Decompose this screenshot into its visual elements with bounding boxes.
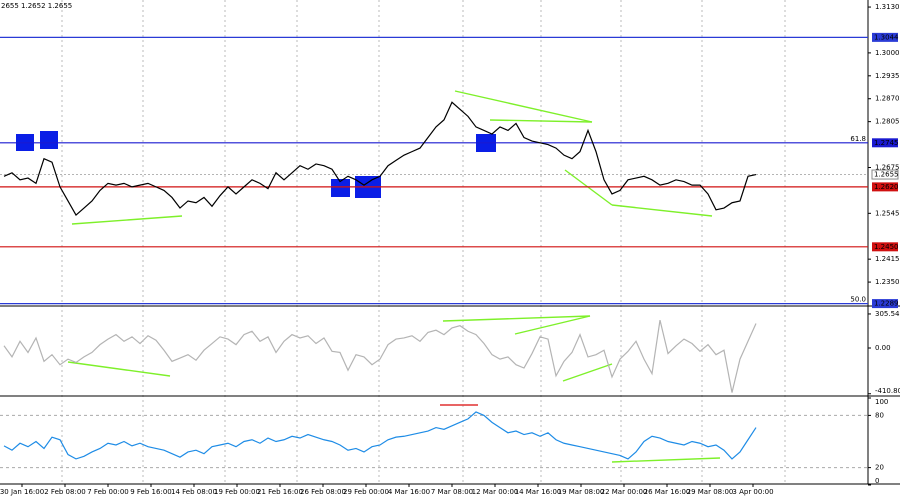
x-tick-label: 14 Feb 08:00 <box>171 488 217 496</box>
x-tick-label: 7 Feb 00:00 <box>87 488 128 496</box>
y-tick-label: 0 <box>875 477 879 485</box>
x-tick-label: 4 Mar 16:00 <box>388 488 430 496</box>
x-tick-label: 3 Apr 00:00 <box>732 488 773 496</box>
y-tick-label: 1.2935 <box>875 72 900 80</box>
level-label: 1.2289 <box>874 300 899 308</box>
x-tick-label: 2 Feb 08:00 <box>44 488 85 496</box>
x-tick-label: 29 Mar 08:00 <box>687 488 734 496</box>
x-tick-label: 30 Jan 16:00 <box>0 488 44 496</box>
trend-line <box>67 361 171 377</box>
level-label: 1.3044 <box>874 33 899 41</box>
y-tick-label: 305.5401 <box>875 310 900 318</box>
y-tick-label: 1.3000 <box>875 49 900 57</box>
x-tick-label: 14 Mar 16:00 <box>515 488 562 496</box>
trend-line <box>489 119 593 123</box>
trend-line <box>71 215 183 225</box>
series-line <box>3 101 757 217</box>
trend-line <box>562 363 613 382</box>
level-label-box <box>872 182 898 192</box>
trend-lines <box>67 90 721 463</box>
trend-line <box>611 204 713 217</box>
trend-line <box>611 457 721 463</box>
x-tick-label: 29 Feb 00:00 <box>343 488 389 496</box>
signal-square <box>40 131 58 149</box>
y-tick-label: -410.803 <box>875 387 900 395</box>
y-tick-label: 1.2350 <box>875 278 900 286</box>
series-line <box>3 320 757 393</box>
x-tick-label: 19 Feb 00:00 <box>214 488 260 496</box>
y-tick-label: 1.2545 <box>875 209 900 217</box>
level-label-box <box>872 299 898 309</box>
x-tick-label: 19 Mar 08:00 <box>558 488 605 496</box>
y-tick-label: 1.2870 <box>875 95 900 103</box>
ohlc-text: 2655 1.2652 1.2655 <box>1 2 72 10</box>
x-tick-label: 22 Mar 00:00 <box>601 488 648 496</box>
series-line <box>3 411 757 460</box>
trend-line <box>514 315 591 335</box>
y-tick-label: 1.3130 <box>875 3 900 11</box>
level-label: 1.2745 <box>874 139 899 147</box>
y-tick-label: 1.2805 <box>875 118 900 126</box>
level-label: 1.2655 <box>874 171 899 179</box>
fib-label: 50.0 <box>850 296 866 304</box>
y-tick-label: 1.2675 <box>875 163 900 171</box>
x-tick-label: 9 Feb 16:00 <box>130 488 171 496</box>
level-label: 1.2620 <box>874 183 899 191</box>
level-label-box <box>871 169 899 180</box>
time-grid <box>61 0 786 482</box>
x-tick-label: 7 Mar 08:00 <box>431 488 473 496</box>
y-tick-label: 80 <box>875 411 884 419</box>
fib-label: 61.8 <box>850 135 866 143</box>
signal-markers <box>16 131 496 198</box>
x-tick-label: 21 Feb 16:00 <box>257 488 303 496</box>
level-label-box <box>872 32 898 42</box>
trend-line <box>454 90 593 123</box>
y-tick-label: 100 <box>875 398 888 406</box>
x-tick-label: 12 Mar 00:00 <box>472 488 519 496</box>
level-label-box <box>872 242 898 252</box>
trend-line <box>442 315 591 322</box>
signal-square <box>331 179 350 197</box>
trend-line <box>564 169 613 206</box>
y-tick-label: 20 <box>875 464 884 472</box>
y-tick-label: 0.00 <box>875 344 891 352</box>
y-tick-label: 1.2415 <box>875 255 900 263</box>
x-tick-label: 26 Mar 16:00 <box>644 488 691 496</box>
level-label: 1.2450 <box>874 243 899 251</box>
x-tick-label: 26 Feb 08:00 <box>300 488 346 496</box>
level-label-box <box>872 138 898 148</box>
